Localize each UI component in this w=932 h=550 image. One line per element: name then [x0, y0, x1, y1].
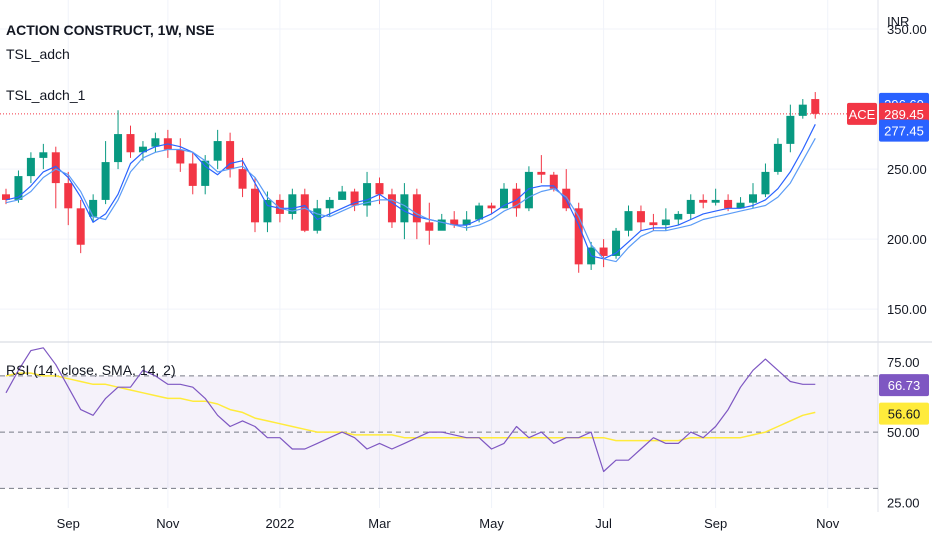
candle-body	[736, 202, 745, 209]
rsi-line	[5, 347, 816, 473]
candle-body	[425, 222, 434, 231]
rsi-y-tick-label: 75.00	[887, 355, 920, 370]
symbol-badge-label: ACE	[849, 107, 876, 122]
symbol-badge	[847, 102, 877, 125]
candle-body	[387, 194, 396, 223]
candle-body	[487, 205, 496, 209]
candle-body	[674, 213, 683, 220]
y-tick-label: 350.00	[887, 22, 927, 37]
candle-body	[450, 219, 459, 226]
candle-body	[2, 194, 10, 200]
candle-body	[699, 199, 708, 203]
rsi-value-tag	[879, 402, 929, 425]
x-tick-label: Nov	[816, 516, 840, 531]
candle-body	[114, 134, 123, 163]
candle-body	[724, 199, 733, 209]
candle-body	[649, 222, 658, 226]
candle-body	[138, 146, 147, 153]
candle-body	[786, 115, 795, 144]
x-tick-label: Mar	[368, 516, 391, 531]
candle-body	[512, 188, 521, 209]
candle-body	[325, 199, 334, 209]
candle-body	[338, 191, 347, 200]
candle-body	[686, 199, 695, 214]
candle-body	[188, 163, 197, 186]
candle-body	[749, 194, 757, 203]
candle-body	[574, 208, 583, 265]
rsi-value-tag	[879, 374, 929, 397]
candle-body	[213, 141, 222, 161]
candle-body	[437, 219, 446, 231]
y-tick-label: 200.00	[887, 232, 927, 247]
indicator-label-tsl-adch-1[interactable]: TSL_adch_1	[6, 87, 86, 103]
candle-body	[275, 199, 284, 214]
candle-body	[89, 199, 98, 217]
candle-body	[375, 183, 384, 195]
candle-body	[400, 194, 409, 223]
price-tag	[879, 119, 929, 142]
candle-body	[475, 205, 484, 220]
candle-body	[51, 152, 60, 184]
currency-label: INR	[887, 14, 909, 29]
candle-body	[251, 188, 259, 223]
candle-body	[524, 171, 533, 209]
candle-body	[711, 199, 720, 203]
candle-body	[811, 99, 820, 114]
candle-body	[773, 143, 782, 172]
candle-body	[238, 169, 247, 189]
rsi-title: RSI (14, close, SMA, 14, 2)	[6, 362, 176, 378]
candle-body	[176, 149, 185, 164]
candle-body	[263, 199, 272, 223]
candle-body	[201, 160, 210, 186]
tsl-adch-1-line	[5, 138, 816, 263]
candle-body	[151, 138, 160, 147]
candle-body	[549, 174, 558, 189]
x-tick-label: Jul	[595, 516, 612, 531]
x-tick-label: Sep	[57, 516, 80, 531]
rsi-y-tick-label: 50.00	[887, 425, 920, 440]
candle-body	[599, 247, 608, 256]
rsi-value-tag-label: 56.60	[888, 407, 921, 422]
tsl-adch-line	[5, 124, 816, 260]
x-tick-label: May	[479, 516, 504, 531]
candle-body	[226, 141, 235, 170]
candle-body	[288, 194, 297, 214]
candle-body	[761, 171, 770, 195]
candle-body	[64, 183, 73, 209]
y-tick-label: 150.00	[887, 302, 927, 317]
candle-body	[537, 171, 546, 175]
rsi-y-tick-label: 25.00	[887, 495, 920, 510]
candle-body	[412, 194, 421, 223]
candle-body	[300, 194, 309, 231]
y-tick-label: 250.00	[887, 162, 927, 177]
x-tick-label: Nov	[156, 516, 180, 531]
candle-body	[798, 104, 807, 116]
indicator-label-tsl-adch[interactable]: TSL_adch	[6, 46, 70, 62]
candle-body	[363, 183, 372, 206]
candle-body	[562, 188, 571, 209]
x-tick-label: Sep	[704, 516, 727, 531]
candle-body	[76, 208, 85, 245]
candle-body	[14, 176, 23, 200]
candle-body	[462, 219, 471, 226]
rsi-value-tag-label: 66.73	[888, 378, 921, 393]
price-tag	[879, 102, 929, 125]
candle-body	[126, 134, 135, 153]
price-tag-label: 277.45	[884, 124, 924, 139]
candle-body	[101, 162, 110, 200]
candle-body	[624, 211, 633, 231]
chart-title: ACTION CONSTRUCT, 1W, NSE	[6, 22, 215, 38]
candle-body	[39, 152, 48, 158]
price-tag-label: 289.45	[884, 107, 924, 122]
candle-body	[26, 157, 35, 177]
candle-body	[661, 219, 670, 226]
candle-body	[500, 188, 508, 209]
candle-body	[612, 230, 621, 256]
rsi-sma-line	[5, 372, 816, 442]
candle-body	[636, 211, 645, 223]
x-tick-label: 2022	[265, 516, 294, 531]
candle-body	[350, 191, 359, 206]
